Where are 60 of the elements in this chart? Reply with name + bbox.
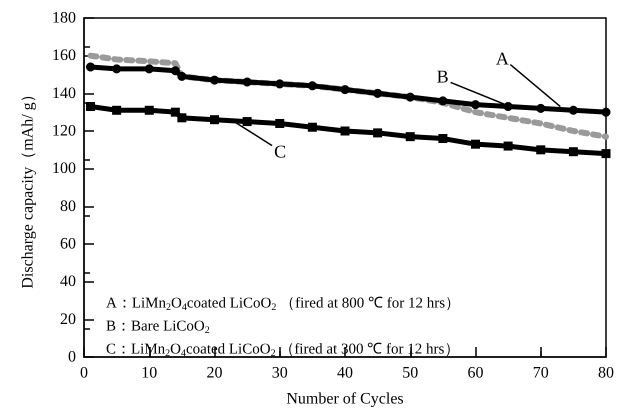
point xyxy=(373,128,382,138)
point xyxy=(144,106,154,115)
x-tick-label: 70 xyxy=(532,364,549,382)
point xyxy=(144,64,154,74)
point xyxy=(177,113,186,122)
x-tick-label: 20 xyxy=(206,364,222,382)
annotation: A xyxy=(496,48,509,69)
point xyxy=(112,106,122,115)
x-tick-label: 40 xyxy=(337,364,353,382)
x-tick-label: 30 xyxy=(272,364,288,382)
y-tick-label: 160 xyxy=(52,47,76,64)
point xyxy=(308,122,317,132)
point xyxy=(210,115,219,124)
y-tick-label: 140 xyxy=(52,84,76,102)
x-tick-label: 10 xyxy=(141,364,158,382)
point xyxy=(471,100,480,110)
y-tick-label: 120 xyxy=(52,122,76,140)
point xyxy=(536,104,546,113)
point xyxy=(568,106,578,115)
point xyxy=(438,96,448,106)
y-tick-label: 0 xyxy=(68,348,76,366)
point xyxy=(504,142,513,151)
x-axis-title: Number of Cycles xyxy=(286,390,404,408)
point xyxy=(308,81,317,90)
point xyxy=(86,102,96,112)
y-axis-title: Discharge capacity（mAh/ g） xyxy=(20,86,36,289)
point xyxy=(602,149,610,158)
point xyxy=(86,62,96,72)
y-tick-label: 60 xyxy=(60,236,76,252)
point xyxy=(406,132,415,142)
point xyxy=(536,145,546,154)
annotation: C xyxy=(274,142,286,162)
y-tick-label: 100 xyxy=(52,160,76,178)
y-tick-label: 20 xyxy=(60,310,76,328)
point xyxy=(177,72,186,81)
point xyxy=(170,108,180,117)
point xyxy=(210,76,219,85)
point xyxy=(242,117,252,126)
x-tick-label: 0 xyxy=(80,364,88,382)
point xyxy=(602,108,610,117)
point xyxy=(170,66,180,76)
point xyxy=(406,92,415,102)
point xyxy=(438,134,448,144)
annotation: B xyxy=(436,66,449,86)
x-tick-label: 60 xyxy=(468,364,484,382)
point xyxy=(568,147,578,156)
point xyxy=(504,102,513,112)
y-tick-label: 80 xyxy=(60,198,76,215)
y-tick-label: 180 xyxy=(52,10,76,26)
point xyxy=(275,118,284,128)
point xyxy=(112,64,122,74)
x-tick-label: 80 xyxy=(598,364,614,382)
point xyxy=(242,78,252,87)
point xyxy=(340,85,350,94)
point xyxy=(275,79,284,88)
x-tick-label: 50 xyxy=(402,364,418,382)
point xyxy=(373,88,382,98)
y-tick-label: 40 xyxy=(60,273,76,290)
point xyxy=(340,126,350,136)
point xyxy=(471,140,480,149)
